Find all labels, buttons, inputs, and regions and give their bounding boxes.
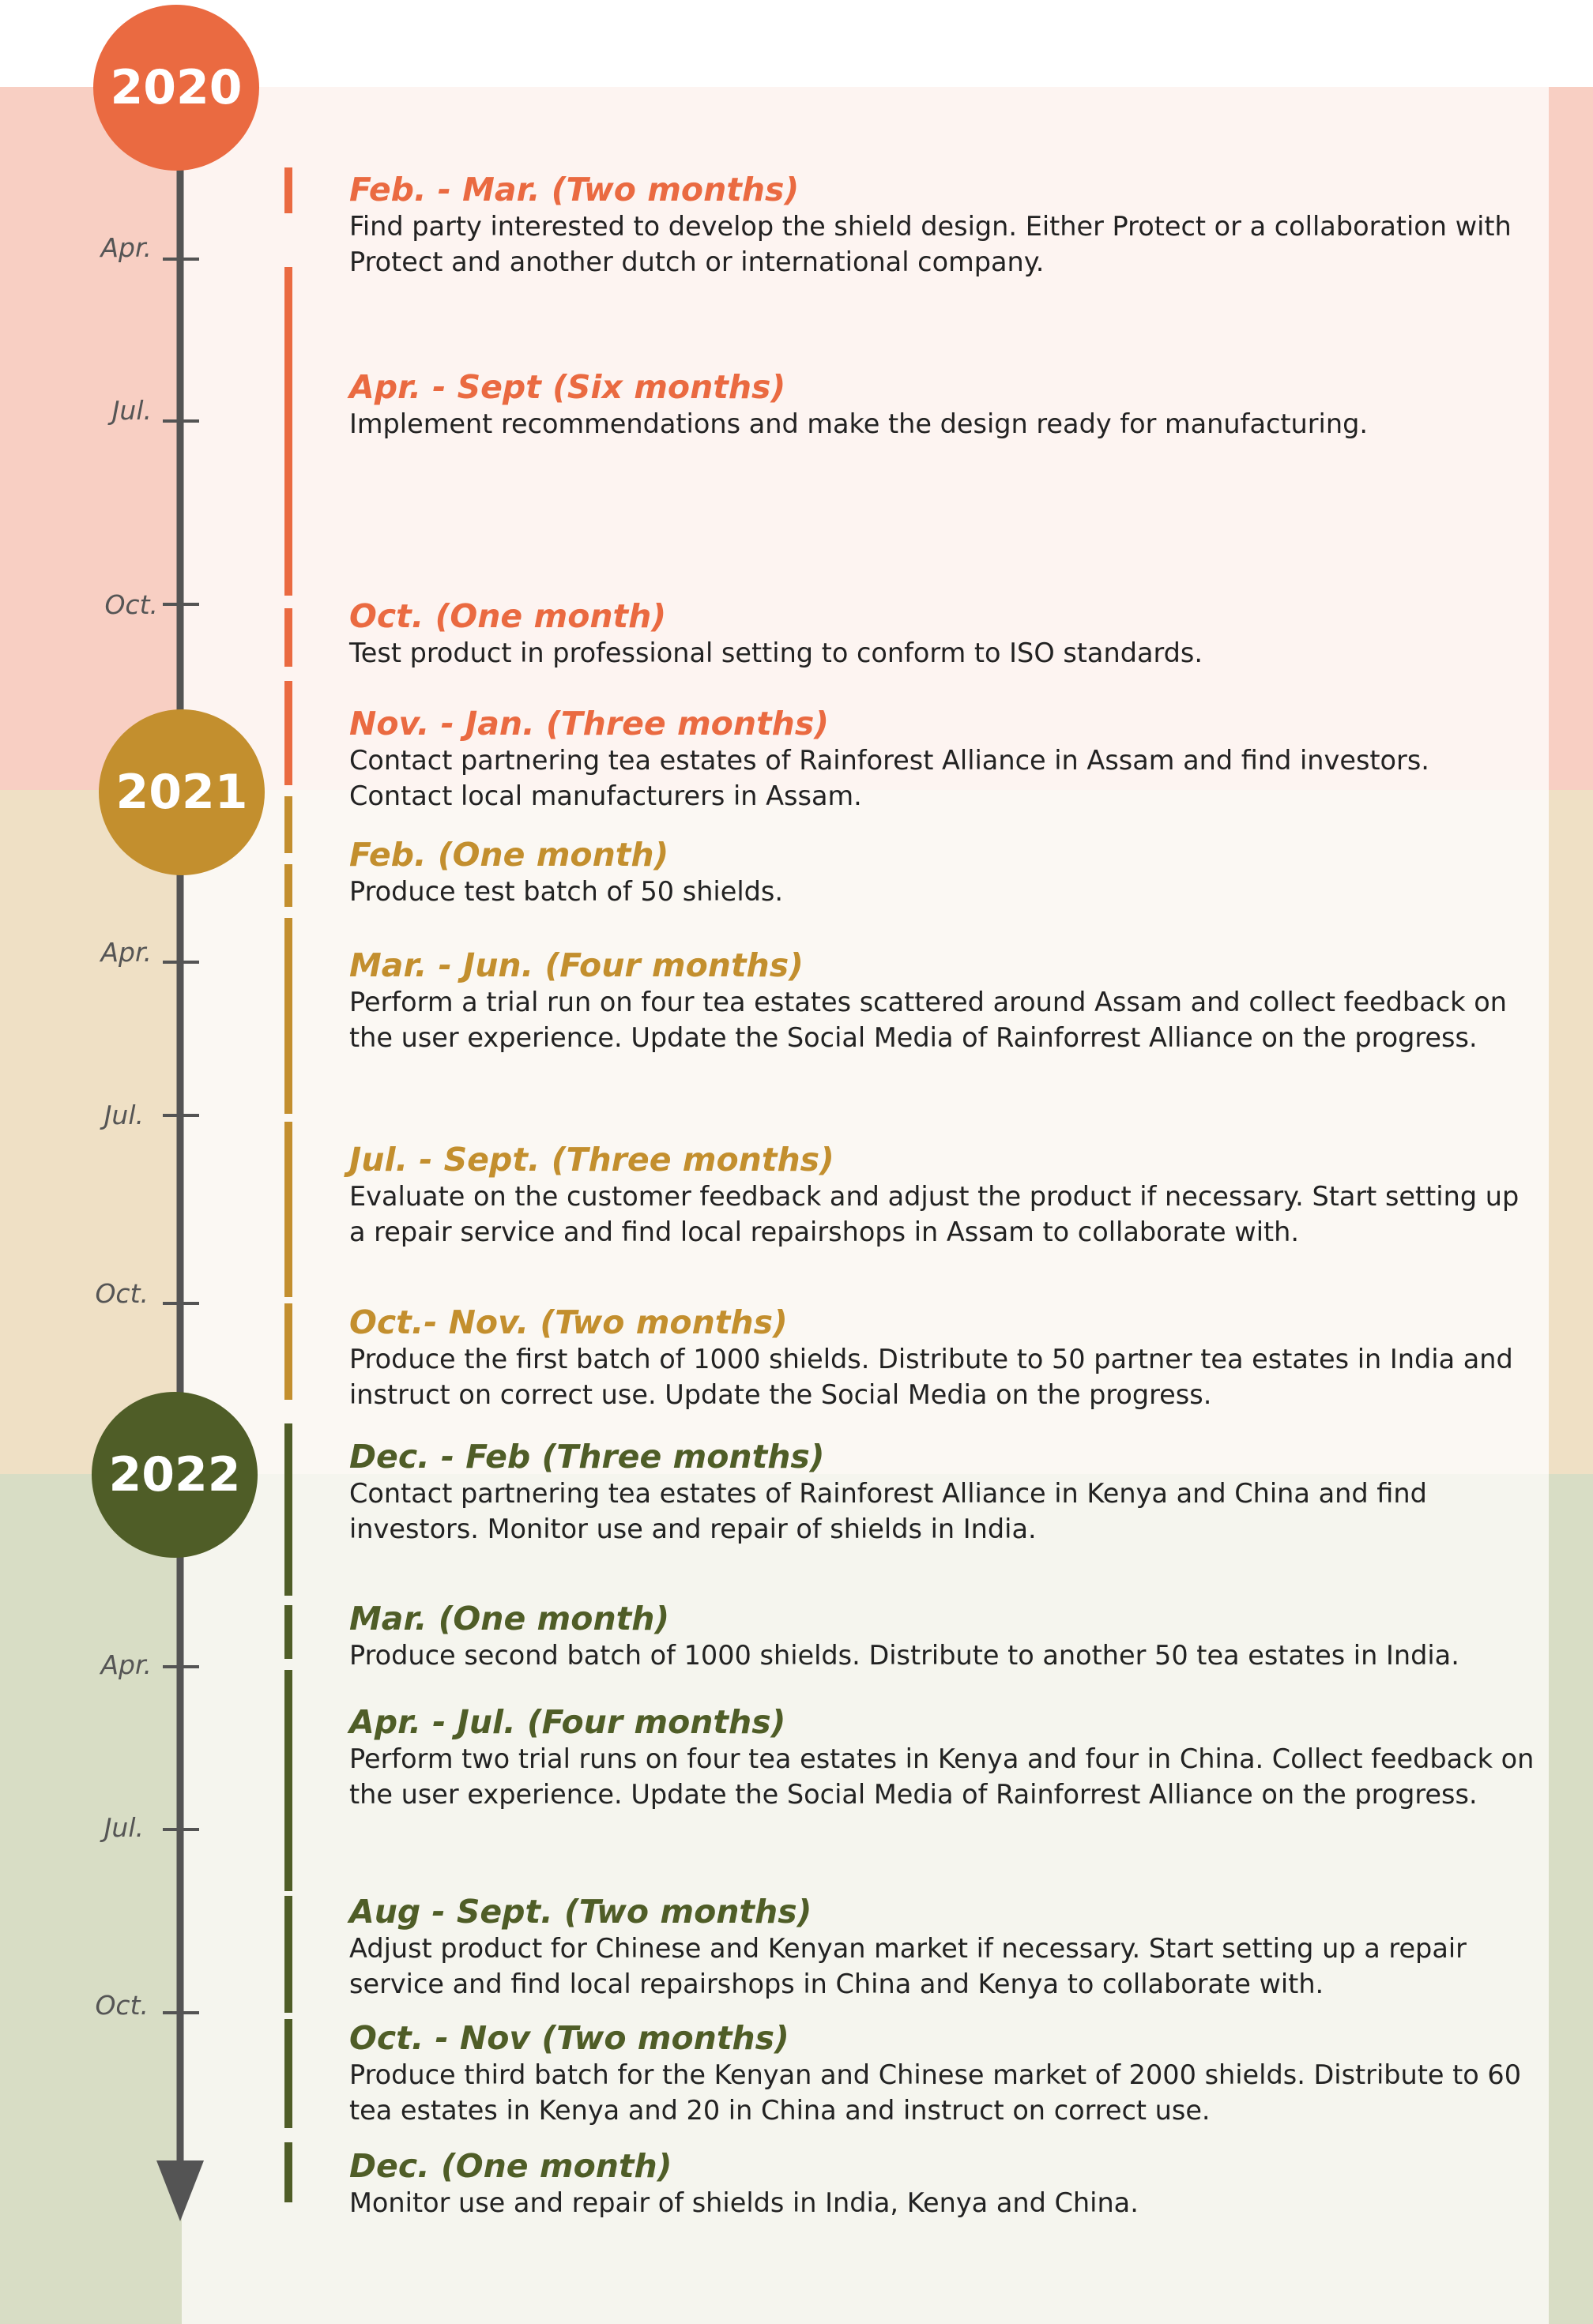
band-2022-right [1549, 1474, 1593, 2324]
duration-bar-aug-sept-2022 [284, 1896, 292, 2013]
band-2022-left [0, 1474, 182, 2324]
entry-title: Aug - Sept. (Two months) [349, 1893, 812, 1931]
timeline-entry: Feb. - Mar. (Two months) Find party inte… [349, 171, 1535, 280]
axis-arrow-icon [156, 2160, 204, 2221]
duration-bar-nov-jan-2020-top [284, 681, 292, 785]
entry-description: Monitor use and repair of shields in Ind… [349, 2187, 1139, 2218]
entry-title: Oct. - Nov (Two months) [349, 2019, 789, 2057]
entry-title: Mar. (One month) [349, 1600, 670, 1638]
duration-bar-oct-nov-2022 [284, 2019, 292, 2128]
entry-title: Feb. (One month) [349, 836, 669, 874]
entry-title: Dec. (One month) [349, 2147, 672, 2185]
duration-bar-feb-2021 [284, 796, 292, 853]
timeline-entry: Nov. - Jan. (Three months) Contact partn… [349, 705, 1535, 814]
month-label-2022-jul: Jul. [104, 1812, 144, 1843]
month-label-2021-apr: Apr. [100, 937, 152, 968]
timeline-entry: Oct.- Nov. (Two months) Produce the firs… [349, 1303, 1535, 1412]
duration-bar-mar-jun-2021 [284, 918, 292, 1114]
month-label-2022-apr: Apr. [100, 1649, 152, 1680]
band-2022 [0, 1474, 1593, 2324]
month-label-2020-oct: Oct. [104, 589, 158, 620]
duration-bar-jul-sept-2021 [284, 1122, 292, 1297]
timeline-entry: Dec. (One month) Monitor use and repair … [349, 2147, 1535, 2221]
entry-description: Produce third batch for the Kenyan and C… [349, 2059, 1522, 2126]
entry-description: Test product in professional setting to … [349, 637, 1203, 668]
entry-description: Adjust product for Chinese and Kenyan ma… [349, 1933, 1467, 1999]
entry-title: Oct.- Nov. (Two months) [349, 1303, 788, 1341]
entry-description: Produce second batch of 1000 shields. Di… [349, 1640, 1459, 1671]
month-label-2020-apr: Apr. [100, 232, 152, 263]
year-circle-2020: 2020 [93, 5, 259, 171]
band-2020-right [1549, 87, 1593, 790]
entry-title: Oct. (One month) [349, 597, 667, 635]
entry-description: Contact partnering tea estates of Rainfo… [349, 1478, 1427, 1544]
timeline-entry: Apr. - Sept (Six months) Implement recom… [349, 368, 1535, 442]
month-label-2020-jul: Jul. [111, 395, 152, 426]
year-circle-2021: 2021 [99, 709, 265, 875]
month-label-2021-oct: Oct. [95, 1278, 149, 1309]
month-label-2022-oct: Oct. [95, 1990, 149, 2021]
axis-ticks [163, 258, 199, 2014]
duration-bar-feb-mar-2020 [284, 167, 292, 213]
duration-bar-oct-2020 [284, 608, 292, 667]
timeline-entry: Mar. - Jun. (Four months) Perform a tria… [349, 946, 1535, 1055]
timeline-entry: Oct. - Nov (Two months) Produce third ba… [349, 2019, 1535, 2128]
band-2020-left [0, 87, 182, 790]
band-2022-content-area [182, 1474, 1549, 2324]
band-2021-left [0, 790, 182, 1474]
duration-bar-dec-feb-2022 [284, 1423, 292, 1596]
band-2020 [0, 87, 1593, 790]
entry-description: Perform two trial runs on four tea estat… [349, 1743, 1535, 1810]
entry-title: Mar. - Jun. (Four months) [349, 946, 804, 984]
timeline-entry: Oct. (One month) Test product in profess… [349, 597, 1535, 671]
entry-description: Implement recommendations and make the d… [349, 408, 1368, 439]
entry-description: Find party interested to develop the shi… [349, 211, 1512, 277]
timeline-entry: Feb. (One month) Produce test batch of 5… [349, 836, 1535, 909]
timeline-entry: Dec. - Feb (Three months) Contact partne… [349, 1438, 1535, 1547]
duration-bar-mar-2022 [284, 1605, 292, 1659]
duration-bar-oct-nov-2021 [284, 1303, 292, 1400]
entry-description: Evaluate on the customer feedback and ad… [349, 1181, 1520, 1247]
entry-description: Contact partnering tea estates of Rainfo… [349, 745, 1429, 811]
entry-title: Jul. - Sept. (Three months) [349, 1141, 834, 1179]
timeline-entry: Jul. - Sept. (Three months) Evaluate on … [349, 1141, 1535, 1250]
entry-title: Apr. - Sept (Six months) [349, 368, 786, 406]
entry-description: Produce test batch of 50 shields. [349, 876, 784, 907]
duration-bar-feb-2021-b [284, 864, 292, 907]
entry-description: Produce the first batch of 1000 shields.… [349, 1344, 1513, 1410]
band-2021-content-area [182, 790, 1549, 1474]
timeline-entry: Apr. - Jul. (Four months) Perform two tr… [349, 1703, 1535, 1812]
year-circle-2022: 2022 [92, 1392, 258, 1558]
band-2021-right [1549, 790, 1593, 1474]
month-label-2021-jul: Jul. [104, 1100, 144, 1130]
entry-title: Apr. - Jul. (Four months) [349, 1703, 786, 1741]
duration-bar-dec-2022 [284, 2142, 292, 2202]
timeline-entry: Mar. (One month) Produce second batch of… [349, 1600, 1535, 1673]
entry-description: Perform a trial run on four tea estates … [349, 987, 1507, 1053]
entry-title: Dec. - Feb (Three months) [349, 1438, 825, 1476]
band-2021 [0, 790, 1593, 1474]
entry-title: Nov. - Jan. (Three months) [349, 705, 829, 743]
band-2020-content-area [182, 87, 1549, 790]
entry-title: Feb. - Mar. (Two months) [349, 171, 800, 209]
duration-bar-apr-jul-2022 [284, 1670, 292, 1891]
timeline-entry: Aug - Sept. (Two months) Adjust product … [349, 1893, 1535, 2002]
duration-bar-apr-sept-2020 [284, 267, 292, 596]
